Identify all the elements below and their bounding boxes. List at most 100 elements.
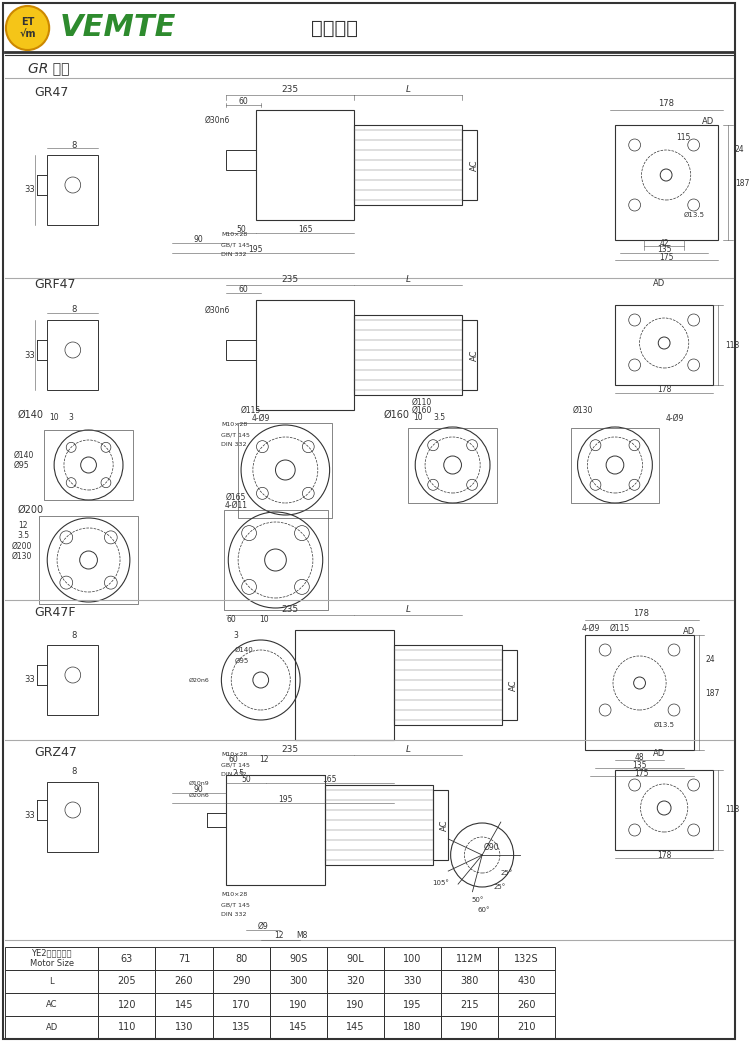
Text: Ø10n9: Ø10n9 [188, 780, 209, 786]
Text: ET
√m: ET √m [20, 18, 36, 39]
Text: 145: 145 [346, 1022, 364, 1033]
Bar [498, 1016, 555, 1039]
Text: M10×28: M10×28 [221, 232, 248, 238]
Text: 80: 80 [235, 953, 248, 964]
Text: GR47F: GR47F [34, 606, 76, 620]
Text: 178: 178 [634, 610, 650, 619]
Bar [212, 993, 269, 1016]
Bar [354, 315, 463, 395]
Text: 4-Ø9: 4-Ø9 [665, 414, 683, 422]
Text: AC: AC [470, 159, 478, 171]
Text: 60: 60 [228, 754, 238, 764]
Text: Ø130: Ø130 [12, 551, 32, 561]
Bar [498, 993, 555, 1016]
Bar [384, 1016, 441, 1039]
Text: 260: 260 [518, 999, 536, 1010]
Text: L: L [50, 977, 54, 986]
Text: 145: 145 [175, 999, 194, 1010]
Text: 380: 380 [460, 976, 478, 987]
Text: M10×28: M10×28 [221, 752, 248, 758]
Text: Ø200: Ø200 [18, 505, 44, 515]
Bar [47, 645, 98, 715]
Text: 12: 12 [18, 521, 27, 530]
Text: DIN 332: DIN 332 [221, 443, 247, 447]
Text: 3.5: 3.5 [433, 414, 445, 422]
Bar [269, 970, 327, 993]
Text: 120: 120 [118, 999, 136, 1010]
Text: 90: 90 [194, 234, 204, 244]
Text: GB/T 145: GB/T 145 [221, 432, 251, 438]
Text: 90L: 90L [346, 953, 364, 964]
Text: Ø115: Ø115 [610, 623, 630, 632]
Text: M10×28: M10×28 [221, 422, 248, 427]
Text: 195: 195 [403, 999, 422, 1010]
Text: 260: 260 [175, 976, 194, 987]
Bar [441, 993, 498, 1016]
Bar [463, 320, 477, 390]
Text: Ø13.5: Ø13.5 [683, 212, 704, 218]
Text: AD: AD [682, 627, 695, 637]
Text: 165: 165 [298, 224, 312, 233]
Bar [98, 1016, 155, 1039]
Bar [384, 993, 441, 1016]
Text: AD: AD [702, 118, 715, 126]
Text: 235: 235 [282, 744, 298, 753]
Bar [327, 947, 384, 970]
Bar [155, 993, 212, 1016]
Text: Ø140: Ø140 [234, 647, 253, 653]
Text: GR47: GR47 [34, 85, 69, 99]
Bar [224, 510, 328, 610]
Text: AD: AD [653, 279, 665, 289]
Bar [327, 993, 384, 1016]
Bar [155, 1016, 212, 1039]
Bar [226, 775, 325, 885]
Bar [47, 782, 98, 852]
Bar [269, 993, 327, 1016]
Bar [155, 970, 212, 993]
Bar [441, 1016, 498, 1039]
Text: 290: 290 [232, 976, 251, 987]
Text: 430: 430 [518, 976, 536, 987]
Bar [615, 305, 713, 384]
Text: 33: 33 [24, 185, 35, 195]
Text: Ø90: Ø90 [484, 843, 500, 851]
Text: Ø165: Ø165 [226, 493, 246, 501]
Text: 48: 48 [634, 752, 644, 762]
Text: 33: 33 [24, 811, 35, 819]
Text: AC: AC [509, 679, 518, 691]
Text: 300: 300 [289, 976, 308, 987]
Text: 60: 60 [226, 615, 236, 623]
Bar [327, 1016, 384, 1039]
Text: 135: 135 [632, 761, 646, 769]
Text: M10×28: M10×28 [221, 893, 248, 897]
Text: YE2电机机座号
Motor Size: YE2电机机座号 Motor Size [29, 949, 74, 968]
Text: 205: 205 [118, 976, 136, 987]
Text: 50°: 50° [471, 897, 484, 903]
Bar [47, 320, 98, 390]
Text: 8: 8 [71, 305, 76, 315]
Text: L: L [406, 274, 411, 283]
Bar [498, 970, 555, 993]
Bar [238, 423, 332, 518]
Bar [433, 790, 448, 860]
Bar [5, 993, 98, 1016]
Text: 4-Ø9: 4-Ø9 [581, 623, 599, 632]
Bar [256, 110, 354, 220]
Text: 235: 235 [282, 274, 298, 283]
Bar [441, 947, 498, 970]
Text: 105°: 105° [432, 880, 449, 886]
Text: 135: 135 [657, 246, 671, 254]
Text: 8: 8 [71, 768, 76, 776]
Text: L: L [406, 84, 411, 94]
Text: 170: 170 [232, 999, 251, 1010]
Text: 33: 33 [24, 350, 35, 359]
Text: 195: 195 [248, 245, 263, 253]
Bar [98, 947, 155, 970]
Bar [47, 155, 98, 225]
Bar [615, 770, 713, 850]
Text: Ø115: Ø115 [241, 405, 261, 415]
Bar [155, 947, 212, 970]
Text: L: L [406, 604, 411, 614]
Text: GRF47: GRF47 [34, 278, 76, 292]
Text: AC: AC [470, 349, 478, 361]
